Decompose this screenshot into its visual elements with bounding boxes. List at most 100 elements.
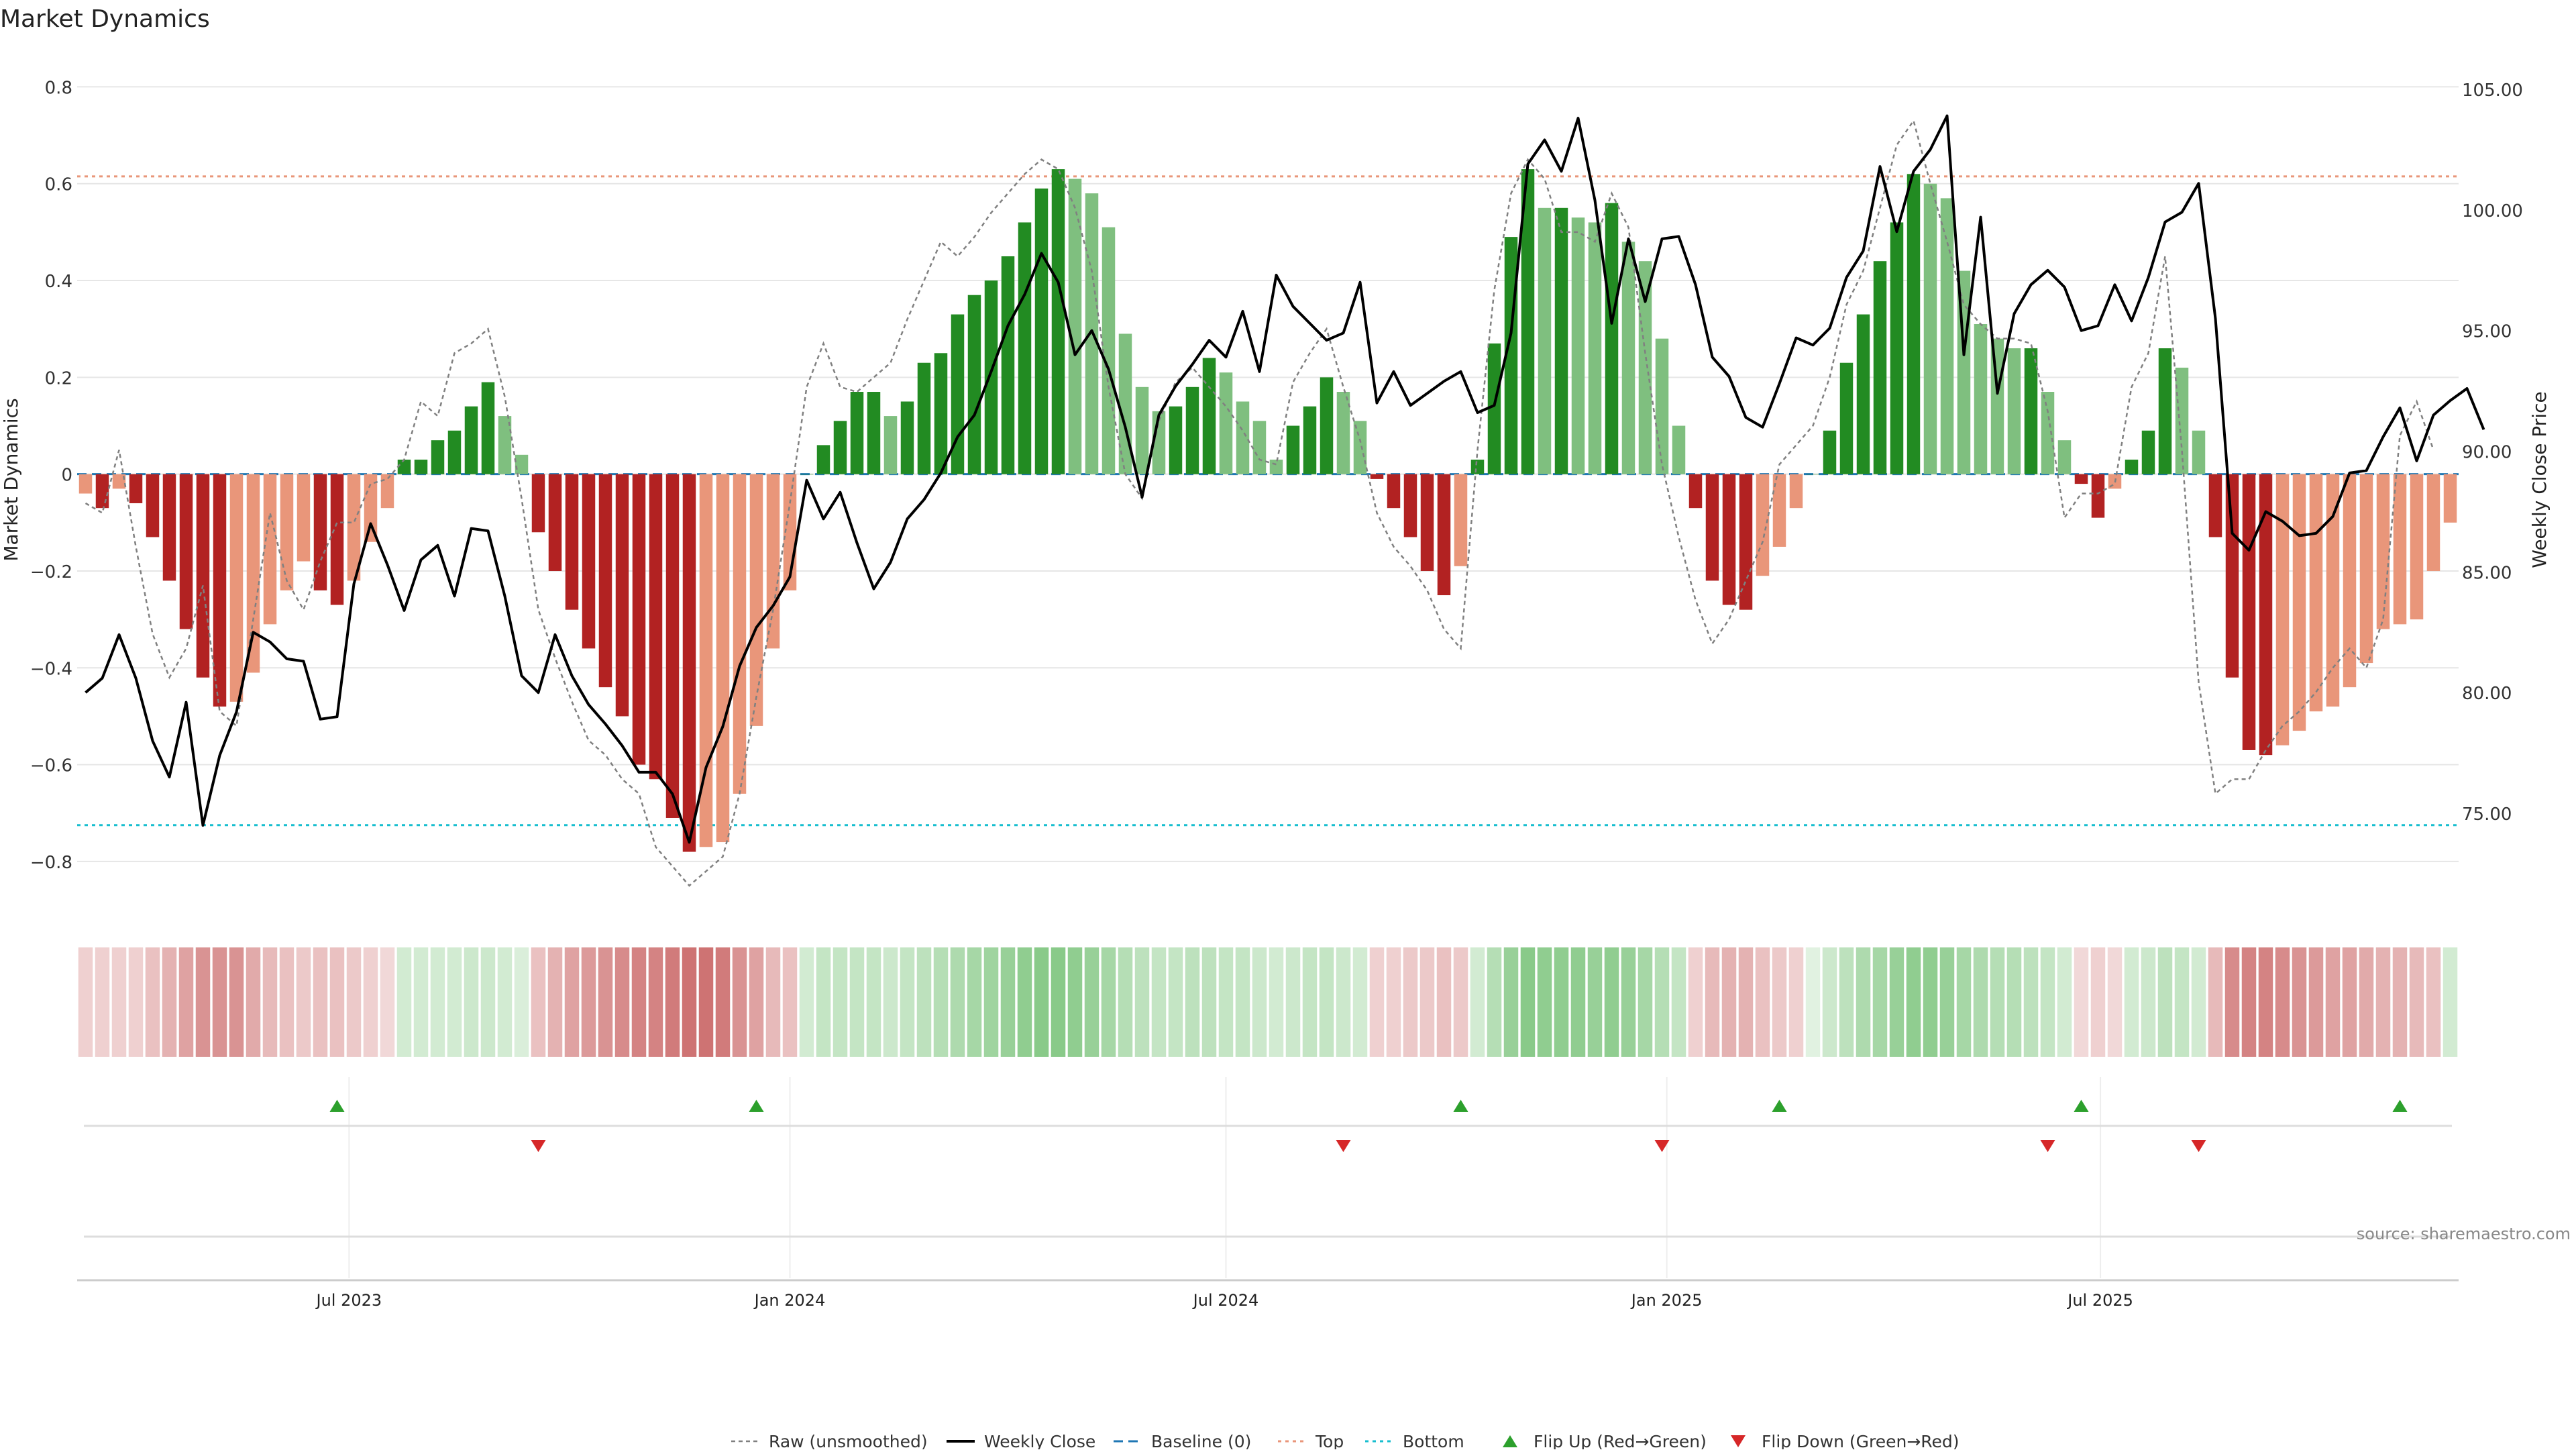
shade-cell	[2090, 947, 2106, 1057]
shade-cell	[682, 947, 697, 1057]
y2-tick-label: 85.00	[2462, 563, 2512, 583]
shade-cell	[246, 947, 261, 1057]
bar	[78, 474, 93, 494]
bar	[196, 474, 210, 678]
flip-up-marker	[2392, 1100, 2408, 1112]
bar	[2292, 474, 2306, 731]
shade-cell	[531, 947, 546, 1057]
shade-cell	[262, 947, 278, 1057]
bar	[2410, 474, 2424, 620]
bar	[2141, 430, 2155, 474]
bar	[1873, 261, 1887, 474]
shade-cell	[2057, 947, 2072, 1057]
y2-axis-label: Weekly Close Price	[2528, 391, 2551, 568]
shade-cell	[229, 947, 244, 1057]
bar	[1236, 401, 1250, 474]
shade-cell	[1269, 947, 1284, 1057]
bar	[1135, 386, 1149, 474]
x-tick-label: Jan 2024	[753, 1291, 826, 1310]
bar	[2074, 474, 2088, 484]
bar	[1454, 474, 1468, 566]
shade-cell	[1503, 947, 1519, 1057]
shade-cell	[1755, 947, 1770, 1057]
shade-cell	[2141, 947, 2156, 1057]
x-tick-label: Jul 2025	[2066, 1291, 2133, 1310]
bar	[565, 474, 579, 610]
shade-cell	[2359, 947, 2374, 1057]
legend-label: Top	[1315, 1432, 1344, 1449]
shade-cell	[1218, 947, 1234, 1057]
shade-cell	[1805, 947, 1821, 1057]
shade-cell	[1034, 947, 1049, 1057]
shade-cell	[2208, 947, 2223, 1057]
bar	[1102, 227, 1116, 474]
shade-cell	[849, 947, 865, 1057]
shade-cell	[1856, 947, 1871, 1057]
bar	[1521, 169, 1535, 474]
shade-cell	[1453, 947, 1468, 1057]
shade-cell	[1520, 947, 1536, 1057]
bar	[2057, 440, 2072, 474]
shade-cell	[1906, 947, 1921, 1057]
bar	[699, 474, 713, 847]
shade-cell	[1990, 947, 2005, 1057]
bar-series	[78, 169, 2457, 852]
flip-down-marker	[531, 1140, 546, 1152]
bar	[347, 474, 361, 581]
shade-cell	[900, 947, 915, 1057]
bar	[95, 474, 109, 509]
shade-cell	[78, 947, 93, 1057]
regime-shading-strip	[78, 947, 2458, 1057]
shade-cell	[1587, 947, 1603, 1057]
shade-cell	[329, 947, 345, 1057]
bar	[833, 421, 847, 474]
bar	[1286, 425, 1300, 474]
bar	[1336, 392, 1350, 474]
bar	[2359, 474, 2373, 664]
bar	[213, 474, 227, 707]
bar	[1756, 474, 1770, 576]
shade-cell	[765, 947, 781, 1057]
bar	[716, 474, 730, 843]
shade-cell	[1839, 947, 1854, 1057]
shade-cell	[631, 947, 647, 1057]
y2-tick-label: 75.00	[2462, 805, 2512, 825]
y-axis-label: Market Dynamics	[0, 398, 22, 561]
bar	[2259, 474, 2273, 756]
bar	[615, 474, 629, 717]
bar	[649, 474, 663, 780]
flip-up-marker	[329, 1100, 345, 1112]
bar	[2309, 474, 2323, 712]
bar	[984, 280, 998, 474]
flip-down-marker	[1336, 1140, 1351, 1152]
shade-cell	[2191, 947, 2206, 1057]
shade-cell	[128, 947, 144, 1057]
flip-down-marker	[2040, 1140, 2055, 1152]
bar	[1538, 207, 1552, 474]
y-axis-right: 105.00 100.00 95.00 90.00 85.00 80.00 75.00	[2462, 81, 2523, 825]
shade-cell	[1889, 947, 1904, 1057]
bar	[481, 382, 495, 474]
shade-cell	[2308, 947, 2324, 1057]
bar	[800, 474, 814, 475]
bar	[1772, 474, 1786, 547]
bar	[531, 474, 545, 533]
bar	[850, 392, 864, 474]
bar	[162, 474, 176, 581]
shade-cell	[1386, 947, 1401, 1057]
shade-cell	[866, 947, 881, 1057]
bar	[951, 314, 965, 474]
shade-cell	[279, 947, 294, 1057]
flip-down-marker	[2191, 1140, 2206, 1152]
bar	[883, 416, 898, 474]
bar	[548, 474, 562, 571]
bar	[2208, 474, 2222, 537]
legend-label: Bottom	[1403, 1432, 1464, 1449]
legend-swatch-flip-up	[1503, 1435, 1517, 1447]
bar	[1672, 425, 1686, 474]
bar	[1688, 474, 1703, 509]
bar	[2326, 474, 2340, 707]
flip-up-marker	[749, 1100, 764, 1112]
shade-cell	[1721, 947, 1737, 1057]
